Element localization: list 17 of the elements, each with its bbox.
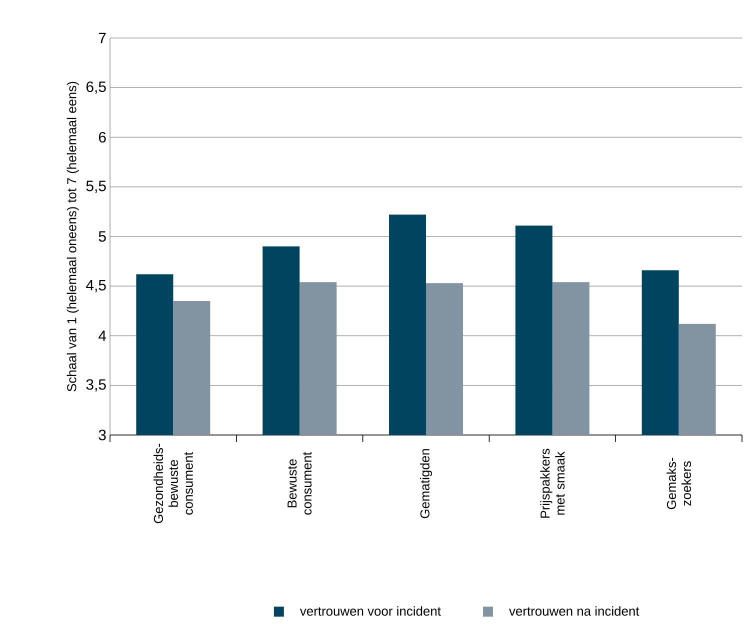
y-tick-label: 3,5: [86, 379, 106, 392]
x-tick-label: Gematigden: [420, 449, 432, 518]
legend-label: vertrouwen voor incident: [300, 606, 441, 616]
y-tick-label: 6,5: [86, 81, 106, 94]
x-tick-label: Bewuste consument: [288, 452, 312, 515]
x-tick-label: Prijspakkers met smaak: [540, 448, 565, 518]
y-tick-label: 4,5: [86, 280, 106, 292]
y-tick-label: 6: [98, 132, 106, 143]
y-axis-title: Schaal van 1 (helemaal oneens) tot 7 (helemaal eens): [66, 82, 79, 392]
x-tick-label: Gemaks-zoekers: [666, 458, 692, 510]
legend-label: vertrouwen na incident: [509, 606, 640, 616]
y-tick-label: 5: [98, 231, 106, 242]
y-tick-label: 4: [98, 330, 106, 341]
y-tick-label: 7: [98, 32, 106, 44]
y-tick-label: 3: [98, 430, 106, 440]
x-tick-label: Gezondheids-bewuste consument: [153, 444, 193, 524]
y-tick-label: 5,5: [86, 180, 106, 193]
